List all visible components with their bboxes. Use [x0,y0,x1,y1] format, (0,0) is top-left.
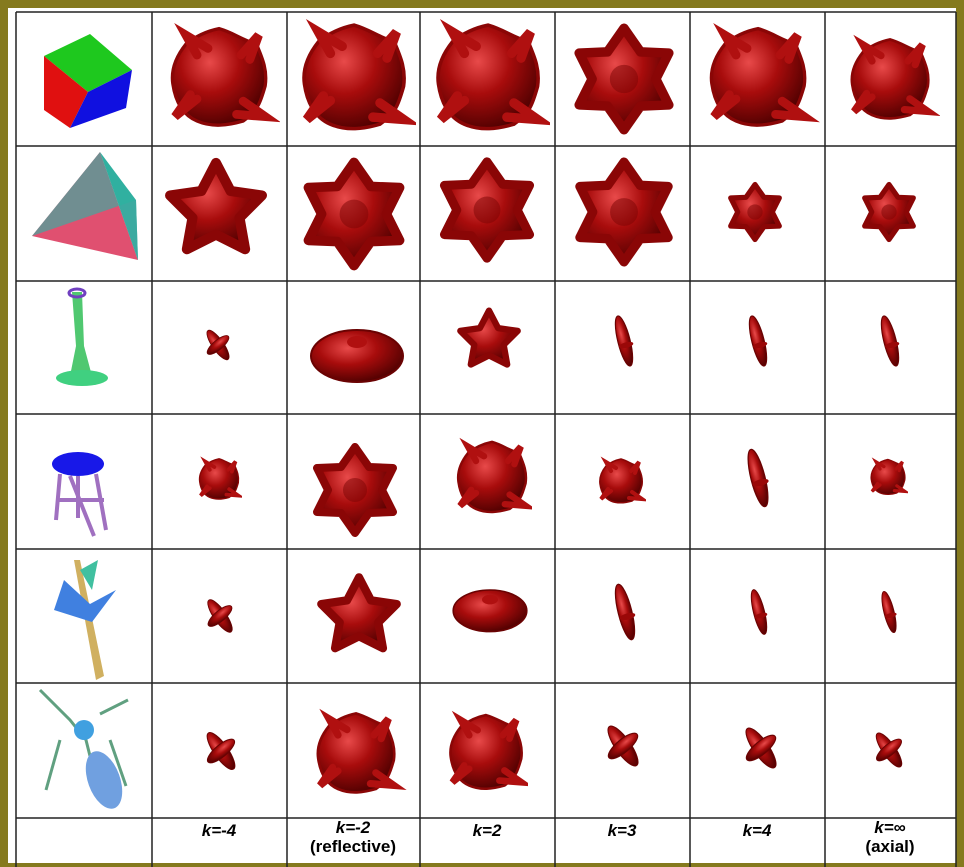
column-label: k=3 [608,821,637,840]
column-label: k=2 [473,821,502,840]
column-label: k=∞ [874,818,906,837]
column-label: k=-4 [202,821,237,840]
column-note: (reflective) [310,837,396,856]
column-note: (axial) [865,837,914,856]
input-shapes [32,34,138,809]
column-label: k=4 [743,821,772,840]
grid [15,11,957,867]
column-label: k=-2 [336,818,371,837]
